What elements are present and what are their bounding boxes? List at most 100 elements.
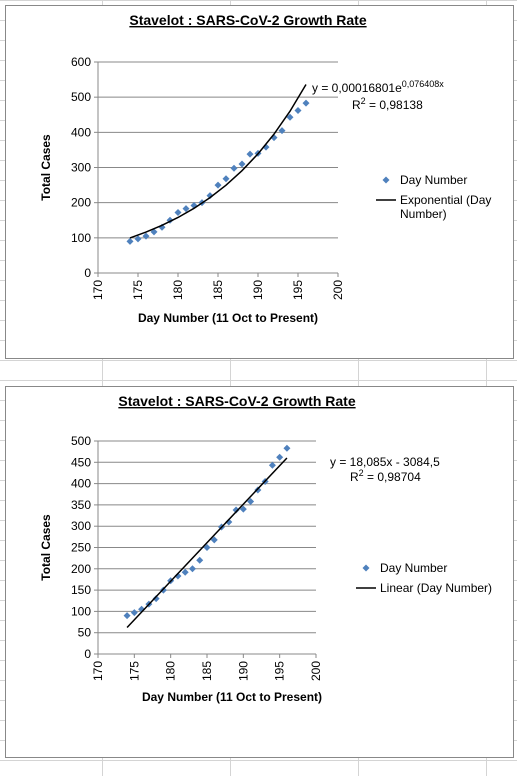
y-tick-label: 0 xyxy=(84,647,91,661)
r-squared: R2 = 0,98138 xyxy=(352,96,423,112)
r2-power: 2 xyxy=(359,468,364,478)
y-tick-label: 50 xyxy=(78,626,92,640)
marker xyxy=(268,461,276,469)
marker xyxy=(174,209,182,217)
marker xyxy=(142,232,150,240)
y-axis-label: Total Cases xyxy=(39,134,53,201)
legend-key xyxy=(382,176,390,184)
x-tick-label: 180 xyxy=(171,280,185,300)
legend-label: Linear (Day Number) xyxy=(380,581,493,595)
x-axis-label: Day Number (11 Oct to Present) xyxy=(142,690,322,704)
y-tick-label: 500 xyxy=(71,434,91,448)
x-tick-label: 200 xyxy=(309,661,323,681)
equation-exponent: 0,076408x xyxy=(402,79,445,89)
y-axis-label: Total Cases xyxy=(39,514,53,581)
x-axis-label: Day Number (11 Oct to Present) xyxy=(138,311,318,325)
legend-key xyxy=(376,199,396,201)
trendline xyxy=(129,84,307,239)
marker xyxy=(254,486,262,494)
x-tick-label: 195 xyxy=(291,280,305,300)
marker xyxy=(232,506,240,514)
chart-area xyxy=(5,5,514,359)
equation-text: y = 0,00016801e xyxy=(312,81,402,95)
marker xyxy=(283,444,291,452)
marker xyxy=(206,192,214,200)
y-tick-label: 400 xyxy=(71,477,91,491)
y-tick-label: 200 xyxy=(71,562,91,576)
marker xyxy=(302,99,310,107)
y-tick-label: 300 xyxy=(71,161,91,175)
legend-item: Exponential (Day Number) xyxy=(376,193,496,221)
marker xyxy=(286,113,294,121)
y-tick-label: 150 xyxy=(71,583,91,597)
marker xyxy=(196,556,204,564)
marker xyxy=(130,609,138,617)
legend: Day Number Exponential (Day Number) xyxy=(376,173,496,227)
trendline xyxy=(126,457,288,628)
x-tick-label: 175 xyxy=(127,661,141,681)
chart-area xyxy=(5,386,514,758)
legend-label: Exponential (Day Number) xyxy=(400,193,492,221)
marker xyxy=(123,612,131,620)
x-tick-label: 185 xyxy=(211,280,225,300)
marker xyxy=(238,160,246,168)
marker xyxy=(294,107,302,115)
legend-item: Day Number xyxy=(356,561,506,575)
marker xyxy=(247,497,255,505)
marker xyxy=(225,518,233,526)
marker xyxy=(152,595,160,603)
r2-value: = 0,98704 xyxy=(364,470,421,484)
y-tick-label: 400 xyxy=(71,125,91,139)
r2-value: = 0,98138 xyxy=(366,98,423,112)
x-tick-label: 190 xyxy=(236,661,250,681)
marker xyxy=(278,127,286,135)
y-tick-label: 500 xyxy=(71,90,91,104)
equation: y = 0,00016801e0,076408x xyxy=(312,79,444,95)
r2-power: 2 xyxy=(361,96,366,106)
chart: Stavelot : SARS-CoV-2 Growth Rate 0 100 200… xyxy=(39,12,444,325)
marker xyxy=(246,150,254,158)
x-tick-label: 190 xyxy=(251,280,265,300)
y-tick-label: 300 xyxy=(71,519,91,533)
r2-symbol: R xyxy=(352,98,361,112)
r-squared: R2 = 0,98704 xyxy=(350,468,421,484)
r2-symbol: R xyxy=(350,470,359,484)
y-tick-label: 0 xyxy=(84,266,91,280)
y-tick-label: 600 xyxy=(71,55,91,69)
y-tick-label: 450 xyxy=(71,455,91,469)
equation-text: y = 18,085x - 3084,5 xyxy=(330,455,440,469)
y-tick-label: 350 xyxy=(71,498,91,512)
x-tick-label: 200 xyxy=(331,280,345,300)
y-tick-label: 100 xyxy=(71,604,91,618)
marker xyxy=(210,536,218,544)
legend-label: Day Number xyxy=(380,561,448,575)
marker xyxy=(382,176,390,184)
marker xyxy=(222,175,230,183)
y-tick-label: 200 xyxy=(71,196,91,210)
x-tick-label: 170 xyxy=(91,280,105,300)
marker xyxy=(276,453,284,461)
legend-key xyxy=(362,564,370,572)
legend-label: Day Number xyxy=(400,173,468,187)
chart-title: Stavelot : SARS-CoV-2 Growth Rate xyxy=(118,393,355,409)
marker xyxy=(239,505,247,513)
legend-item: Linear (Day Number) xyxy=(356,581,506,595)
marker xyxy=(126,237,134,245)
x-tick-label: 195 xyxy=(273,661,287,681)
legend-item: Day Number xyxy=(376,173,496,187)
marker xyxy=(182,205,190,213)
marker xyxy=(188,565,196,573)
x-tick-label: 170 xyxy=(91,661,105,681)
chart: Stavelot : SARS-CoV-2 Growth Rate 0 50 100 1… xyxy=(39,393,440,704)
x-tick-label: 180 xyxy=(164,661,178,681)
y-tick-label: 250 xyxy=(71,541,91,555)
y-tick-label: 100 xyxy=(71,231,91,245)
marker xyxy=(134,235,142,243)
marker xyxy=(230,164,238,172)
marker xyxy=(181,568,189,576)
legend: Day Number Linear (Day Number) xyxy=(356,561,506,601)
marker xyxy=(362,564,370,572)
equation: y = 18,085x - 3084,5 xyxy=(330,455,440,469)
